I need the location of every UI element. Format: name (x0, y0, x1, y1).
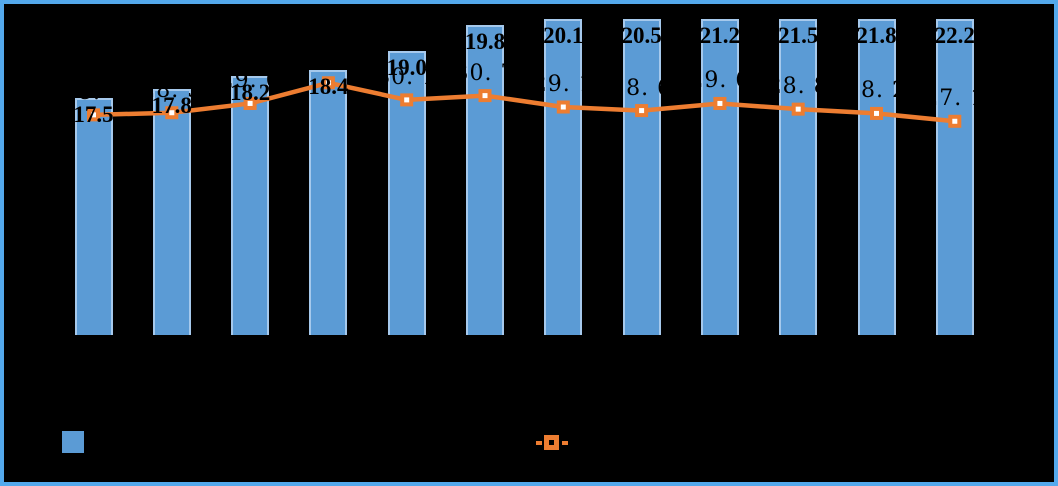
bar-column (544, 19, 583, 335)
line-marker-center (247, 100, 253, 106)
line-marker-center (482, 93, 488, 99)
bar-column (779, 19, 818, 335)
line-marker-center (795, 106, 801, 112)
bar-column (74, 98, 113, 335)
line-marker-center (874, 110, 879, 116)
line-marker-center (717, 100, 723, 106)
bar-column (466, 25, 504, 335)
legend-line-dash-right (562, 441, 568, 445)
line-path (93, 80, 956, 124)
line-marker-center (91, 112, 96, 118)
bar-column (935, 19, 974, 335)
legend-line-square-core (549, 440, 554, 445)
bar-column (622, 19, 661, 335)
line-marker-center (325, 80, 331, 86)
bar-column (857, 19, 896, 335)
bar-column (152, 88, 191, 335)
line-marker-center (404, 97, 410, 103)
plot-area: 17.5 17.8 18.2 18.4 19.0 19.8 20.1 20.5 21.2 21.5… (4, 4, 1054, 482)
legend-line-square (544, 435, 559, 450)
line-marker-center (560, 104, 566, 110)
bar-column (309, 69, 348, 335)
legend-line-marker (536, 435, 568, 451)
line-marker-center (169, 110, 175, 116)
line-marker-center (952, 118, 958, 124)
bar-column (231, 75, 270, 335)
legend-line-dash-left (536, 441, 542, 445)
line-marker-center (639, 108, 645, 114)
legend-bar-swatch (62, 431, 84, 453)
line-series-plot (87, 76, 962, 128)
bar-column (700, 19, 739, 335)
